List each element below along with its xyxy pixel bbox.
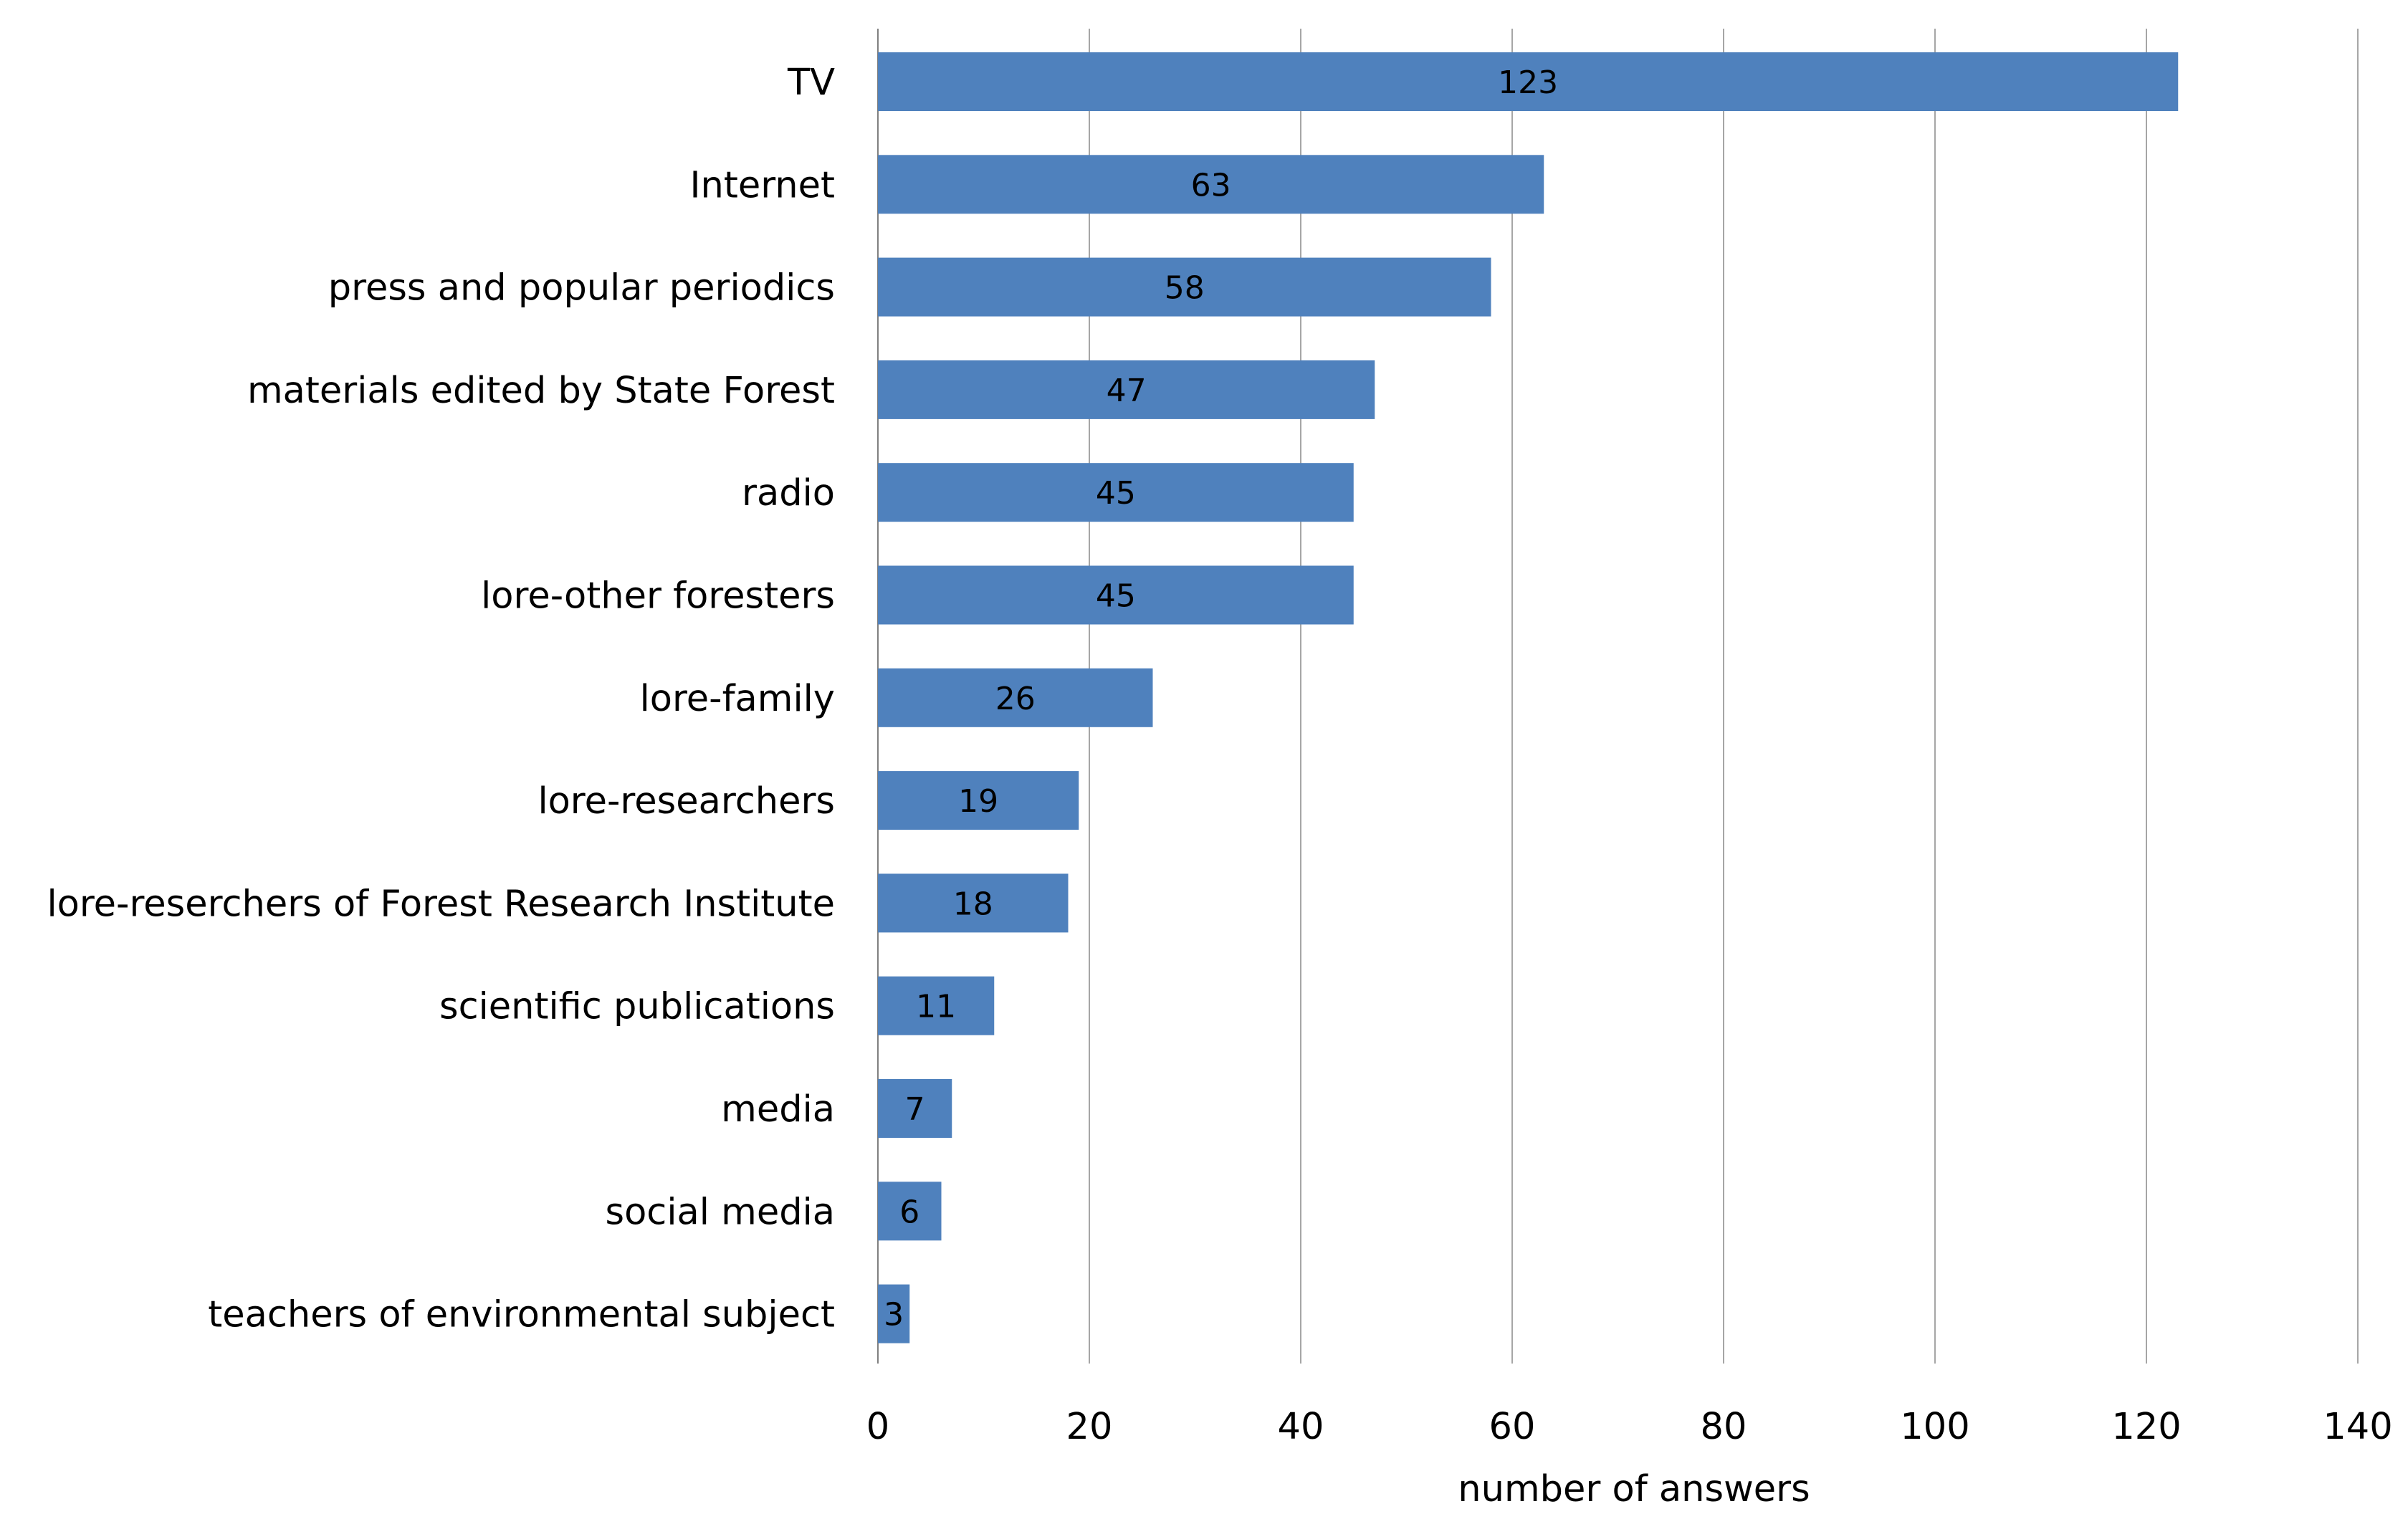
data-label: 19 (958, 783, 998, 820)
data-label: 47 (1107, 373, 1147, 409)
category-label: Internet (689, 164, 835, 206)
x-tick-label: 80 (1701, 1406, 1747, 1448)
x-tick-label: 40 (1278, 1406, 1324, 1448)
x-axis-title: number of answers (1458, 1468, 1810, 1510)
x-axis-ticks: 0 20 40 60 80 100 120 140 (866, 1406, 2393, 1448)
category-label: lore-family (640, 678, 835, 720)
category-label: materials edited by State Forest (247, 370, 835, 412)
bar (878, 771, 1079, 830)
category-label: social media (606, 1191, 835, 1233)
category-label: radio (742, 472, 835, 514)
data-label: 3 (884, 1297, 904, 1333)
data-label: 45 (1096, 475, 1136, 512)
data-label: 26 (995, 681, 1036, 717)
data-label: 123 (1498, 64, 1558, 101)
data-label: 11 (916, 989, 956, 1025)
bar (878, 360, 1375, 419)
category-label: TV (787, 62, 835, 104)
data-label: 58 (1165, 270, 1205, 307)
data-label: 6 (899, 1194, 919, 1230)
x-tick-label: 20 (1066, 1406, 1113, 1448)
bar (878, 976, 995, 1035)
data-label: 63 (1191, 167, 1231, 203)
bar (878, 257, 1491, 317)
category-label: teachers of environmental subject (208, 1294, 835, 1336)
data-label: 18 (953, 886, 993, 922)
data-label: 7 (905, 1091, 925, 1128)
bars (878, 52, 2179, 1343)
category-label: media (721, 1088, 835, 1131)
x-tick-label: 0 (866, 1406, 889, 1448)
category-labels: TV Internet press and popular periodics mat… (47, 62, 835, 1336)
x-tick-label: 120 (2111, 1406, 2181, 1448)
bar (878, 668, 1153, 727)
x-tick-label: 100 (1900, 1406, 1969, 1448)
category-label: lore-researchers (538, 780, 835, 823)
bar (878, 1182, 942, 1241)
bar (878, 1079, 952, 1138)
bar (878, 873, 1069, 933)
bar (878, 52, 2179, 111)
x-tick-label: 60 (1489, 1406, 1536, 1448)
bar (878, 155, 1544, 214)
category-label: scientific publications (439, 986, 835, 1028)
category-label: lore-reserchers of Forest Research Insti… (47, 883, 835, 925)
x-tick-label: 140 (2323, 1406, 2392, 1448)
bar (878, 565, 1354, 625)
category-label: press and popular periodics (328, 267, 835, 310)
bar (878, 1284, 910, 1343)
gridlines (877, 29, 2359, 1364)
data-label: 45 (1096, 578, 1136, 615)
bar (878, 463, 1354, 522)
category-label: lore-other foresters (481, 575, 835, 618)
